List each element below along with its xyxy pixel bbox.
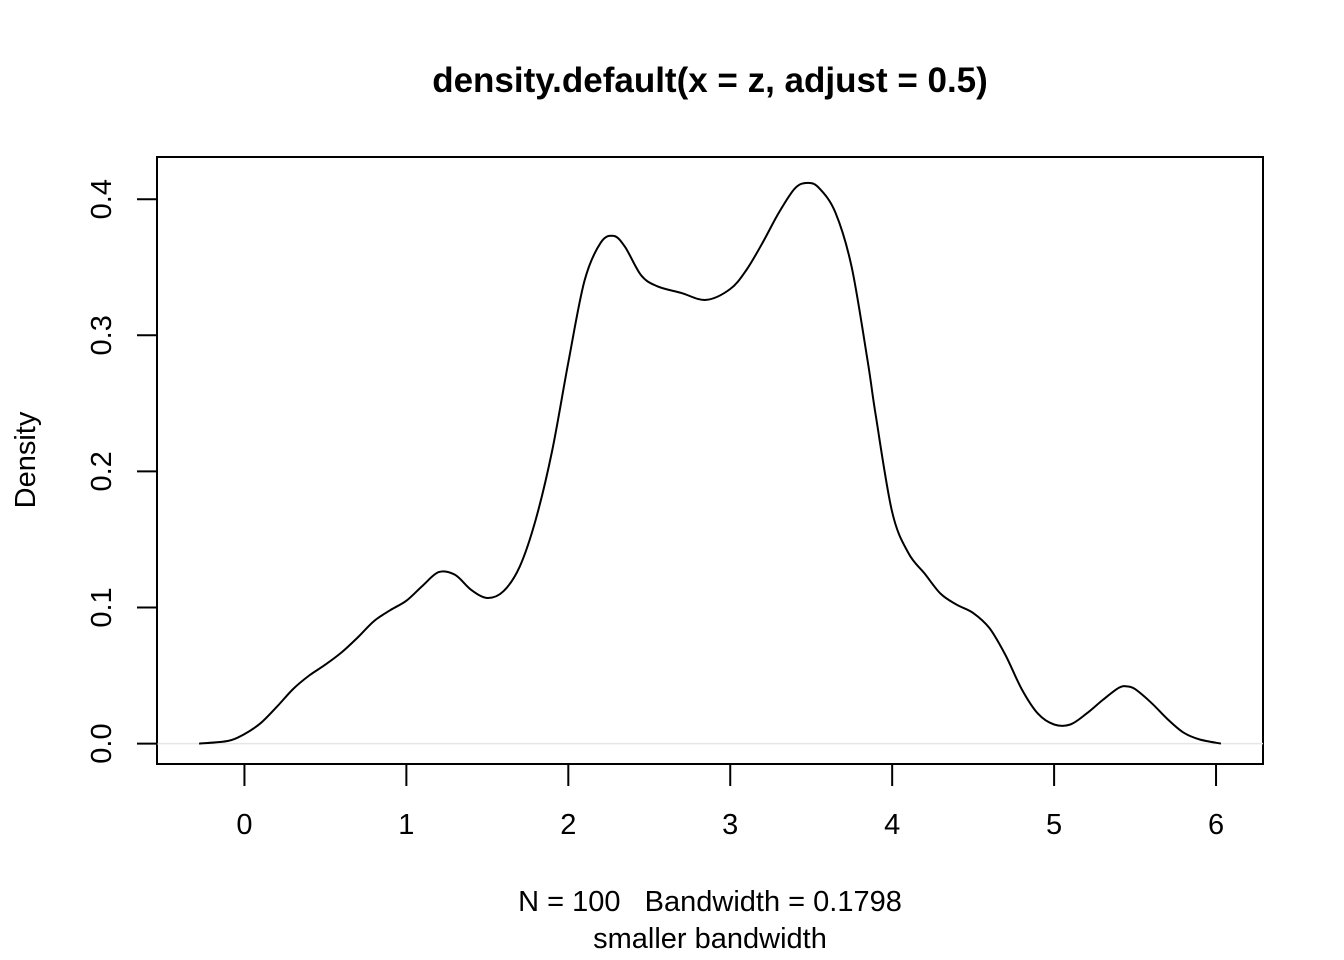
y-axis: 0.0 0.1 0.2 0.3 0.4 bbox=[86, 179, 158, 764]
y-tick-label: 0.1 bbox=[86, 587, 118, 627]
x-tick-label: 6 bbox=[1208, 809, 1224, 841]
chart-title: density.default(x = z, adjust = 0.5) bbox=[432, 61, 988, 100]
x-tick-label: 3 bbox=[722, 809, 738, 841]
y-tick-label: 0.3 bbox=[86, 315, 118, 355]
x-axis-sublabel: smaller bandwidth bbox=[593, 923, 827, 955]
x-tick-label: 2 bbox=[560, 809, 576, 841]
y-tick-label: 0.0 bbox=[86, 723, 118, 763]
x-axis: 0 1 2 3 4 5 6 bbox=[236, 763, 1224, 841]
x-tick-label: 0 bbox=[236, 809, 252, 841]
plot-frame bbox=[156, 156, 1264, 765]
x-tick-label: 5 bbox=[1046, 809, 1062, 841]
y-tick-label: 0.2 bbox=[86, 451, 118, 491]
x-tick-label: 1 bbox=[398, 809, 414, 841]
density-curve bbox=[198, 181, 1222, 745]
y-tick-label: 0.4 bbox=[86, 179, 118, 219]
y-axis-label: Density bbox=[10, 411, 42, 508]
x-axis-label: N = 100 Bandwidth = 0.1798 bbox=[518, 886, 902, 918]
x-tick-label: 4 bbox=[884, 809, 900, 841]
